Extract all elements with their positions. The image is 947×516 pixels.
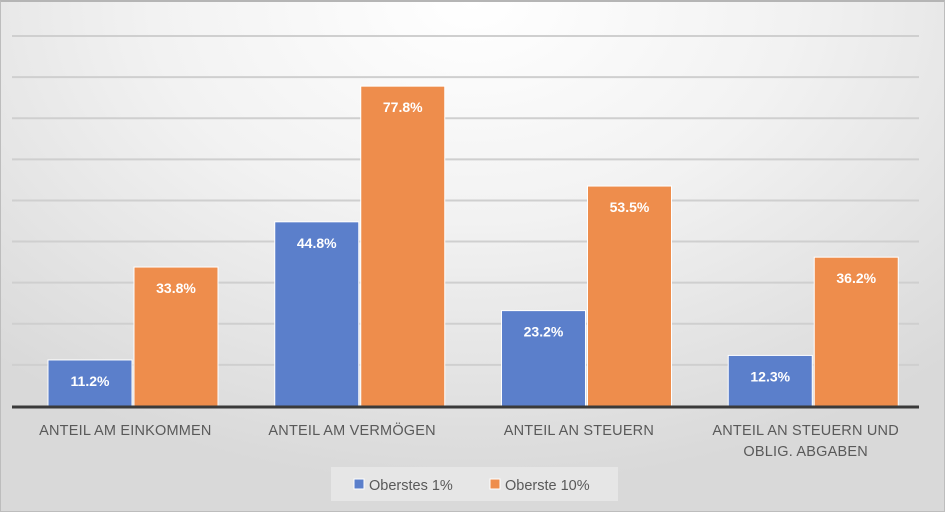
data-label: 77.8% bbox=[383, 99, 423, 115]
bar bbox=[813, 256, 899, 407]
bars: 11.2% 33.8% 44.8% 77.8% 23.2% 53.5% 12.3% 36.2% bbox=[47, 85, 899, 407]
bar bbox=[360, 85, 446, 407]
category-label: ANTEIL AM VERMÖGEN bbox=[268, 421, 435, 439]
category-label: ANTEIL AN STEUERN UND bbox=[712, 423, 899, 439]
data-label: 53.5% bbox=[610, 199, 650, 215]
category-label: ANTEIL AM EINKOMMEN bbox=[39, 423, 211, 439]
legend-label: Oberstes 1% bbox=[369, 478, 453, 494]
bar bbox=[587, 185, 672, 407]
legend-swatch bbox=[353, 478, 365, 490]
category-label: OBLIG. ABGABEN bbox=[743, 444, 868, 460]
data-label: 23.2% bbox=[524, 324, 564, 340]
category-label: ANTEIL AN STEUERN bbox=[504, 423, 654, 439]
data-label: 11.2% bbox=[71, 373, 110, 389]
legend: Oberstes 1% Oberste 10% bbox=[331, 467, 618, 501]
legend-swatch bbox=[489, 478, 501, 490]
data-label: 36.2% bbox=[836, 270, 876, 286]
legend-box bbox=[331, 467, 618, 501]
category-labels: ANTEIL AM EINKOMMEN ANTEIL AM VERMÖGEN ANT… bbox=[39, 421, 899, 460]
data-label: 44.8% bbox=[297, 235, 337, 251]
legend-label: Oberste 10% bbox=[505, 478, 590, 494]
bar bbox=[47, 359, 133, 407]
data-label: 12.3% bbox=[750, 368, 790, 384]
data-label: 33.8% bbox=[156, 280, 196, 296]
